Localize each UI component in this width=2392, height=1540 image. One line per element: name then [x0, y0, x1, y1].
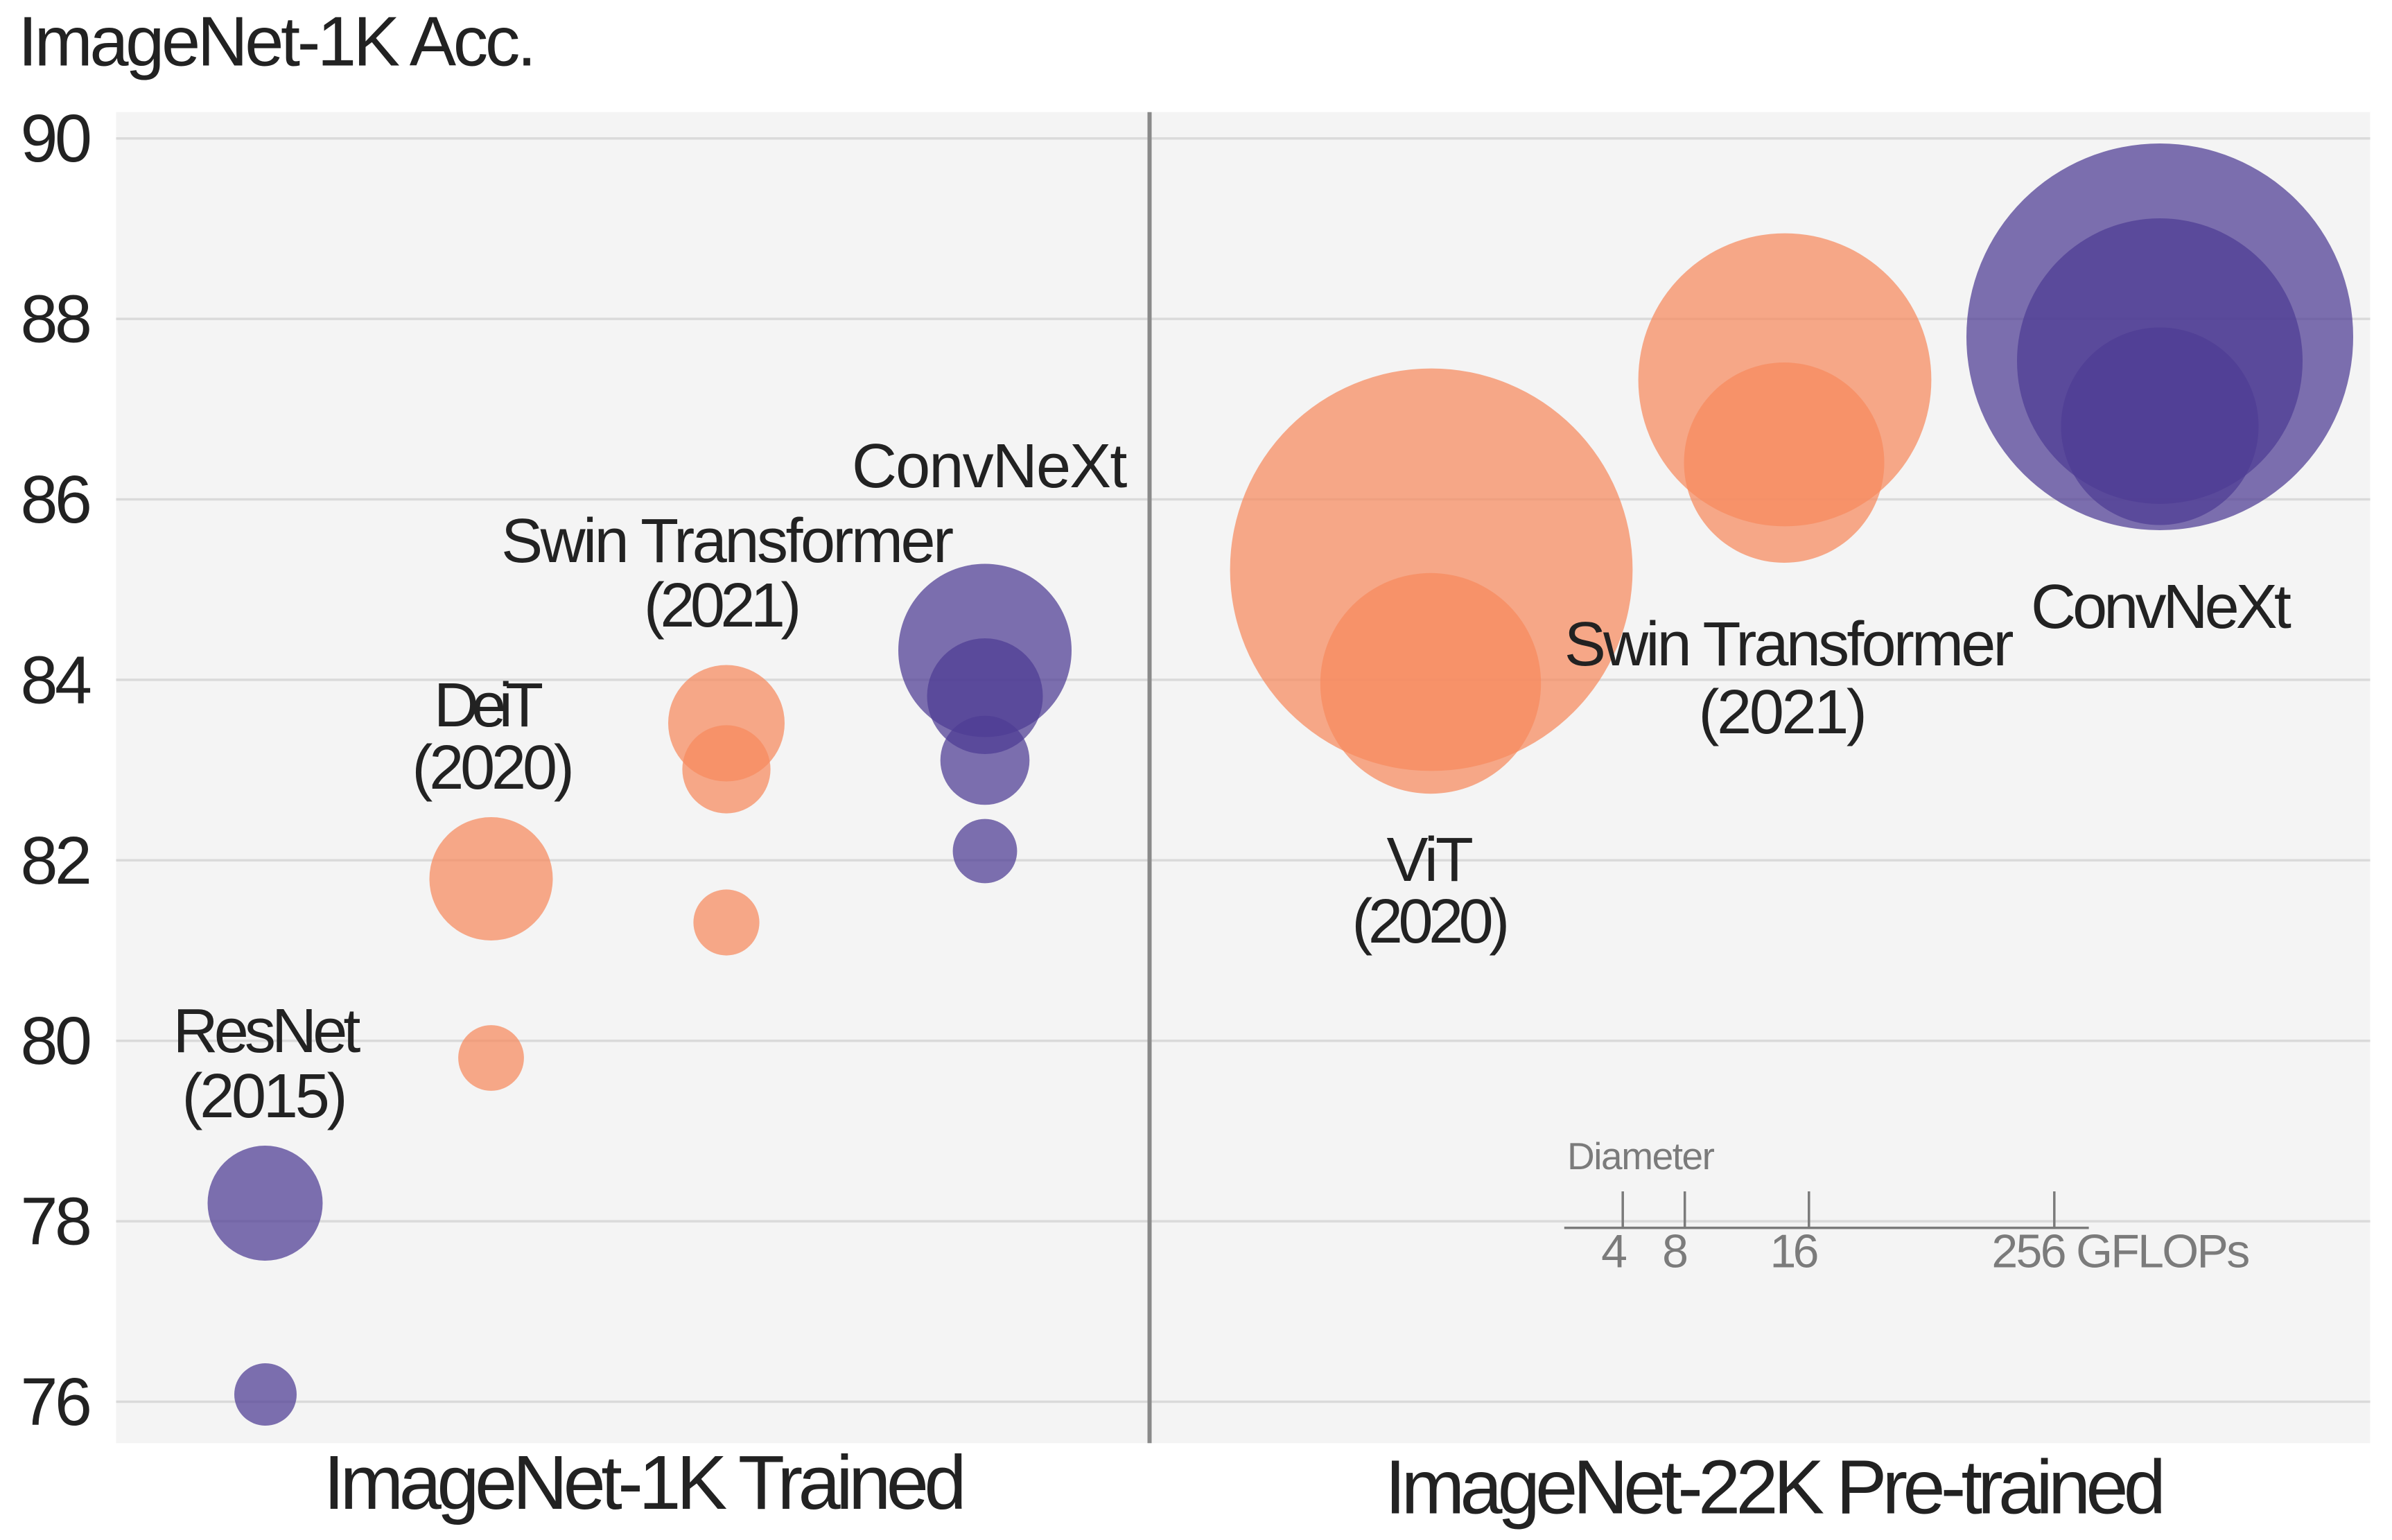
svg-text:(2015): (2015) — [182, 1062, 347, 1131]
svg-text:78: 78 — [21, 1184, 93, 1259]
svg-text:ConvNeXt: ConvNeXt — [852, 432, 1127, 501]
svg-text:ImageNet-22K Pre-trained: ImageNet-22K Pre-trained — [1385, 1445, 2166, 1530]
svg-text:84: 84 — [21, 642, 93, 717]
svg-text:ImageNet-1K Trained: ImageNet-1K Trained — [324, 1440, 967, 1525]
svg-text:ConvNeXt: ConvNeXt — [2031, 572, 2291, 642]
svg-text:Swin Transformer: Swin Transformer — [1564, 610, 2014, 679]
svg-text:4: 4 — [1601, 1225, 1627, 1277]
svg-text:88: 88 — [21, 281, 93, 357]
svg-text:(2020): (2020) — [1352, 887, 1510, 956]
svg-text:DeiT: DeiT — [434, 671, 543, 740]
svg-text:(2021): (2021) — [644, 571, 801, 640]
svg-text:80: 80 — [21, 1003, 93, 1078]
svg-text:86: 86 — [21, 462, 93, 537]
svg-text:ImageNet-1K Acc.: ImageNet-1K Acc. — [18, 3, 536, 81]
svg-text:16: 16 — [1770, 1225, 1819, 1277]
svg-text:ResNet: ResNet — [173, 997, 361, 1066]
svg-text:76: 76 — [21, 1364, 93, 1440]
svg-text:256 GFLOPs: 256 GFLOPs — [1991, 1225, 2250, 1277]
svg-text:(2020): (2020) — [412, 733, 575, 803]
svg-text:ViT: ViT — [1387, 825, 1474, 895]
svg-text:Diameter: Diameter — [1567, 1135, 1715, 1178]
svg-text:Swin Transformer: Swin Transformer — [501, 507, 954, 576]
svg-text:(2021): (2021) — [1699, 678, 1867, 747]
svg-text:90: 90 — [21, 100, 93, 176]
svg-text:82: 82 — [21, 823, 93, 898]
svg-text:8: 8 — [1662, 1225, 1688, 1277]
